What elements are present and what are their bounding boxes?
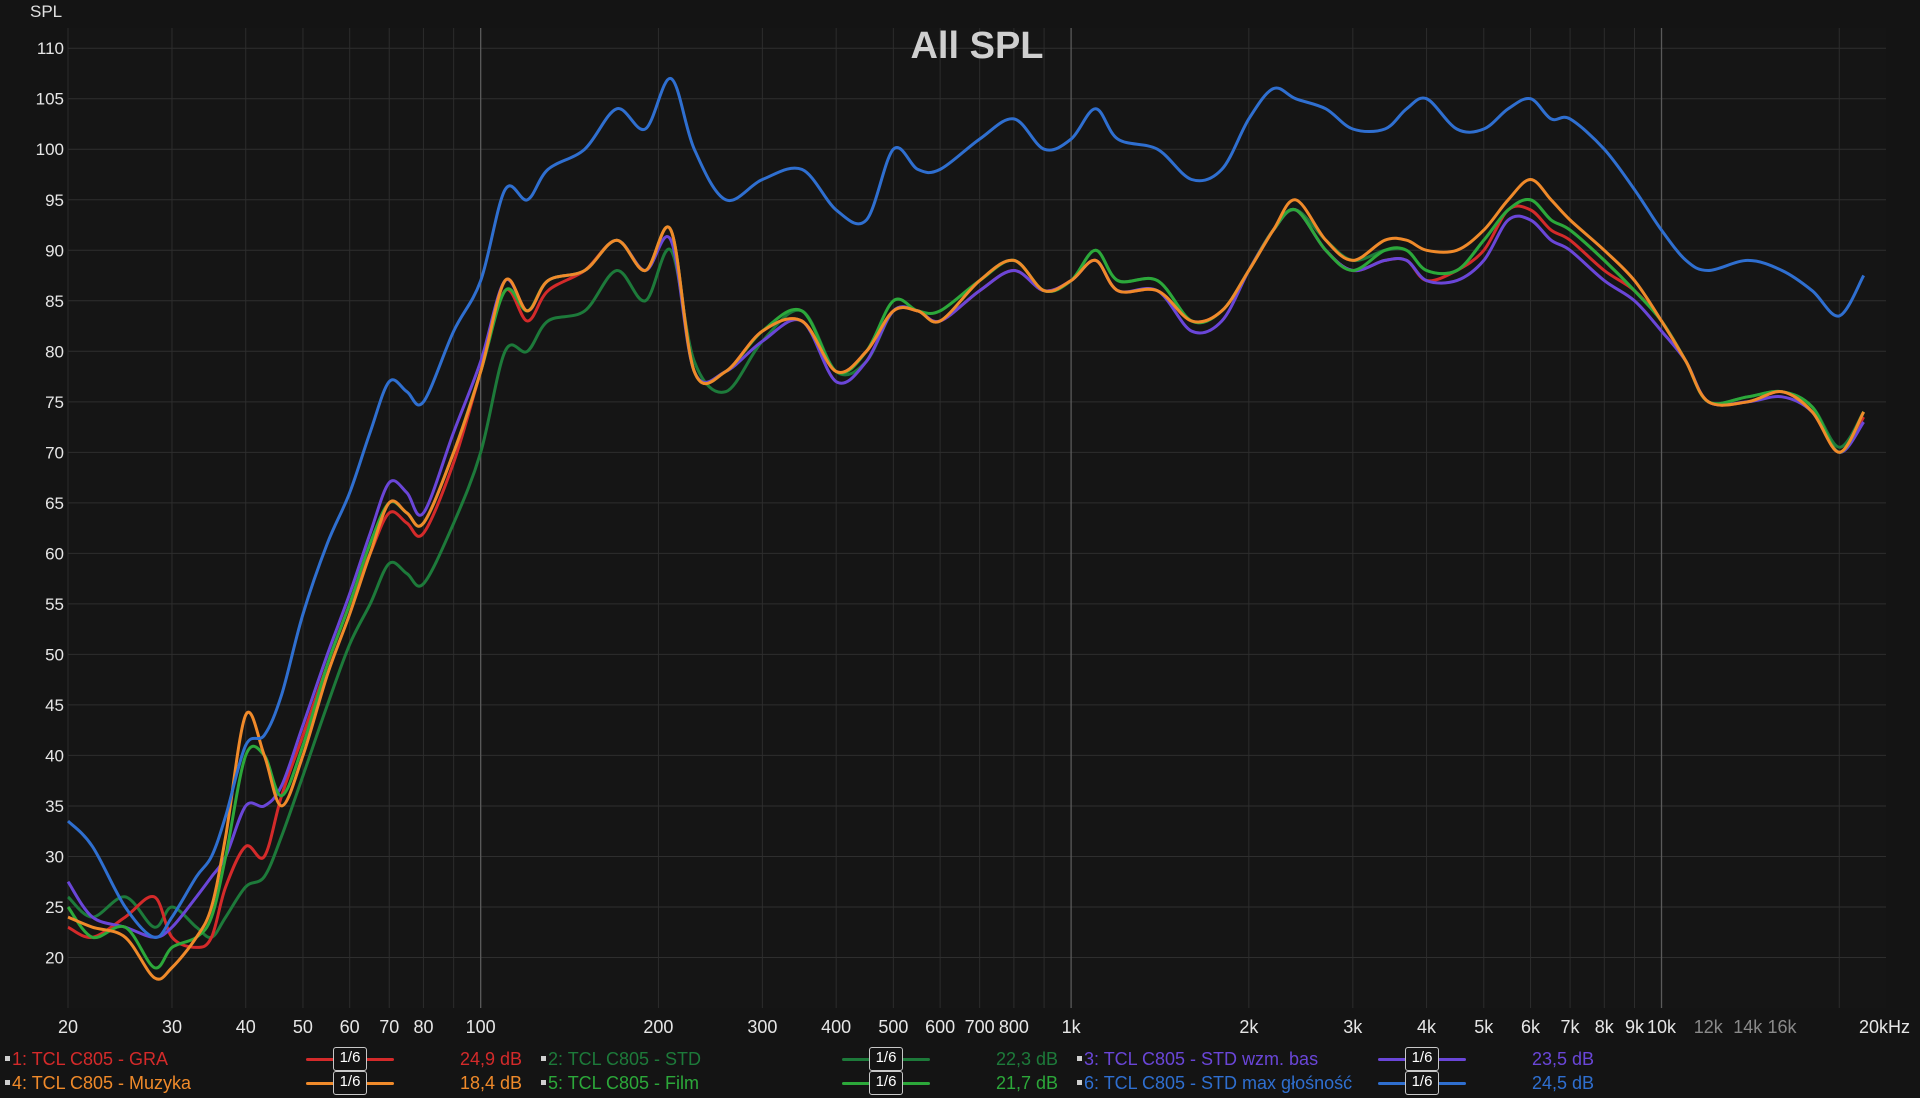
smoothing-selector[interactable]: 1/6 [306,1071,394,1095]
legend-checkbox[interactable] [1077,1080,1082,1085]
x-tick-label: 80 [413,1017,433,1037]
minor-grid [67,28,1886,1008]
x-tick-label: 8k [1595,1017,1615,1037]
x-tick-label: 16k [1768,1017,1798,1037]
x-tick-label: 70 [379,1017,399,1037]
legend-value: 22,3 dB [995,1049,1058,1069]
series-line-6[interactable] [66,77,1866,939]
y-tick-label: 35 [45,797,64,816]
legend-checkbox[interactable] [1077,1056,1082,1061]
smoothing-label: 1/6 [869,1071,903,1095]
y-tick-label: 100 [36,140,64,159]
x-tick-label: 500 [878,1017,908,1037]
x-tick-label: 14k [1733,1017,1763,1037]
smoothing-label: 1/6 [333,1047,367,1071]
y-tick-label: 80 [45,342,64,361]
legend-value: 18,4 dB [459,1073,522,1093]
legend-value: 24,9 dB [459,1049,522,1069]
smoothing-selector[interactable]: 1/6 [842,1071,930,1095]
x-tick-label: 200 [643,1017,673,1037]
x-tick-label: 700 [965,1017,995,1037]
legend-series-name: 5: TCL C805 - Film [548,1073,700,1093]
legend-checkbox[interactable] [541,1080,546,1085]
legend-item-3[interactable]: 3: TCL C805 - STD wzm. bas 1/6 23,5 dB [0,1046,1920,1072]
x-tick-label: 5k [1474,1017,1494,1037]
smoothing-label: 1/6 [1405,1071,1439,1095]
major-grid [480,28,1663,1008]
y-tick-label: 90 [45,241,64,260]
x-tick-label: 100 [466,1017,496,1037]
y-tick-label: 75 [45,393,64,412]
chart-title: All SPL [910,25,1043,67]
y-tick-label: 110 [37,39,64,58]
smoothing-label: 1/6 [869,1047,903,1071]
x-tick-label: 300 [747,1017,777,1037]
smoothing-selector[interactable]: 1/6 [842,1047,930,1071]
x-tick-label: 40 [236,1017,256,1037]
y-tick-label: 65 [45,494,64,513]
series-line-5[interactable] [66,197,1866,970]
x-tick-label: 1k [1062,1017,1082,1037]
smoothing-label: 1/6 [1405,1047,1439,1071]
smoothing-label: 1/6 [333,1071,367,1095]
series-lines [66,77,1866,981]
y-tick-label: 50 [45,645,64,664]
legend-series-name: 4: TCL C805 - Muzyka [12,1073,192,1093]
legend-checkbox[interactable] [5,1080,10,1085]
x-tick-label: 6k [1521,1017,1541,1037]
x-tick-label: 20 [58,1017,78,1037]
legend-item-4[interactable]: 4: TCL C805 - Muzyka 1/6 18,4 dB [0,1070,1920,1096]
legend-item-6[interactable]: 6: TCL C805 - STD max głośność 1/6 24,5 dB [0,1070,1920,1096]
series-line-4[interactable] [67,178,1866,981]
x-tick-label: 12k [1694,1017,1724,1037]
x-tick-label: 2k [1239,1017,1259,1037]
legend-item-2[interactable]: 2: TCL C805 - STD 1/6 22,3 dB [0,1046,1920,1072]
y-tick-label: 85 [45,292,64,311]
y-tick-label: 40 [45,746,64,765]
y-tick-label: 105 [36,90,64,109]
x-tick-label: 7k [1561,1017,1581,1037]
legend-value: 23,5 dB [1531,1049,1594,1069]
y-tick-label: 30 [45,847,64,866]
y-tick-label: 25 [45,898,64,917]
y-axis-label: SPL [30,2,62,21]
x-tick-label: 10k [1647,1017,1677,1037]
y-tick-label: 55 [45,595,64,614]
x-tick-label: 800 [999,1017,1029,1037]
y-tick-label: 70 [45,443,64,462]
legend-series-name: 2: TCL C805 - STD [548,1049,702,1069]
legend: 1: TCL C805 - GRA 1/6 24,9 dB 2: TCL C805 -… [0,1040,1920,1098]
y-tick-label: 20 [45,948,64,967]
y-tick-label: 60 [45,544,64,563]
legend-value: 24,5 dB [1531,1073,1594,1093]
spl-chart: 20 25 30 35 40 45 50 55 60 65 70 75 80 85 90 95 100 105 11… [30,2,1910,1037]
y-tick-label: 95 [45,191,64,210]
smoothing-selector[interactable]: 1/6 [1378,1047,1466,1071]
legend-series-name: 6: TCL C805 - STD max głośność [1084,1073,1353,1093]
x-tick-label: 9k [1625,1017,1645,1037]
x-tick-label: 30 [162,1017,182,1037]
legend-item-5[interactable]: 5: TCL C805 - Film 1/6 21,7 dB [0,1070,1920,1096]
y-tick-label: 45 [45,696,64,715]
x-tick-label: 400 [821,1017,851,1037]
x-tick-label: 20kHz [1859,1017,1910,1037]
smoothing-selector[interactable]: 1/6 [1378,1071,1466,1095]
legend-checkbox[interactable] [541,1056,546,1061]
plot-area[interactable] [68,28,1886,1008]
x-tick-label: 50 [293,1017,313,1037]
legend-value: 21,7 dB [995,1073,1058,1093]
legend-item-1[interactable]: 1: TCL C805 - GRA 1/6 24,9 dB [0,1046,1920,1072]
smoothing-selector[interactable]: 1/6 [306,1047,394,1071]
legend-series-name: 1: TCL C805 - GRA [12,1049,169,1069]
legend-series-name: 3: TCL C805 - STD wzm. bas [1084,1049,1319,1069]
y-axis-ticks: 20 25 30 35 40 45 50 55 60 65 70 75 80 85 90 95 100 105 11… [36,39,64,967]
x-tick-label: 4k [1417,1017,1437,1037]
legend-checkbox[interactable] [5,1056,10,1061]
x-tick-label: 60 [340,1017,360,1037]
x-tick-label: 3k [1343,1017,1363,1037]
x-axis-ticks: 20 30 40 50 60 70 80 100 200 300 400 500 600 700 800 1k… [58,1017,1910,1037]
x-tick-label: 600 [925,1017,955,1037]
